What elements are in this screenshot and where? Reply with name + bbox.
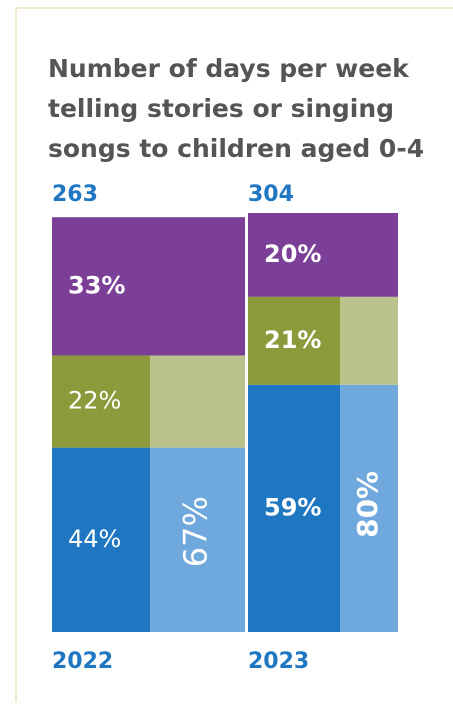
bar-segment-light: [340, 384, 398, 632]
bar-segment: [52, 355, 150, 448]
x-tick-label: 2022: [52, 649, 113, 674]
value-label: 33%: [68, 271, 125, 299]
value-label: 22%: [68, 387, 121, 415]
x-tick-label: 2023: [248, 649, 309, 674]
bar-segment-light: [150, 355, 245, 448]
legend-label: every day: [217, 492, 239, 587]
chart-title: songs to children aged 0-4: [48, 134, 424, 163]
bar-segment: [248, 213, 398, 297]
chart-title: Number of days per week: [48, 54, 410, 83]
sample-size: 304: [248, 182, 294, 207]
bar-segment: [52, 217, 245, 356]
legend-label: 4-6 days: [217, 361, 239, 443]
value-label: 21%: [264, 326, 321, 354]
value-label: 44%: [68, 525, 121, 553]
bar-segment-light: [340, 296, 398, 385]
bar-segment-light: [150, 447, 245, 632]
combined-label: 80%: [351, 471, 384, 538]
legend-label: 1-3 days: [217, 245, 239, 327]
value-label: 20%: [264, 240, 321, 268]
combined-label: 67%: [177, 496, 215, 567]
sample-size: 263: [52, 182, 98, 207]
value-label: 59%: [264, 493, 321, 521]
bar-segment: [248, 296, 340, 385]
chart-title: telling stories or singing: [48, 94, 394, 123]
bar-segment: [52, 447, 150, 632]
bar-segment: [248, 384, 340, 632]
